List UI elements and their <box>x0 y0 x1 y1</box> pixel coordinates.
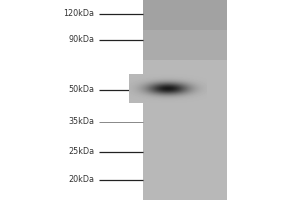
Text: 90kDa: 90kDa <box>68 36 94 45</box>
Text: 50kDa: 50kDa <box>68 85 94 94</box>
Text: 120kDa: 120kDa <box>64 9 94 19</box>
Text: 35kDa: 35kDa <box>68 117 94 127</box>
Text: 20kDa: 20kDa <box>68 176 94 184</box>
Text: 25kDa: 25kDa <box>68 148 94 156</box>
